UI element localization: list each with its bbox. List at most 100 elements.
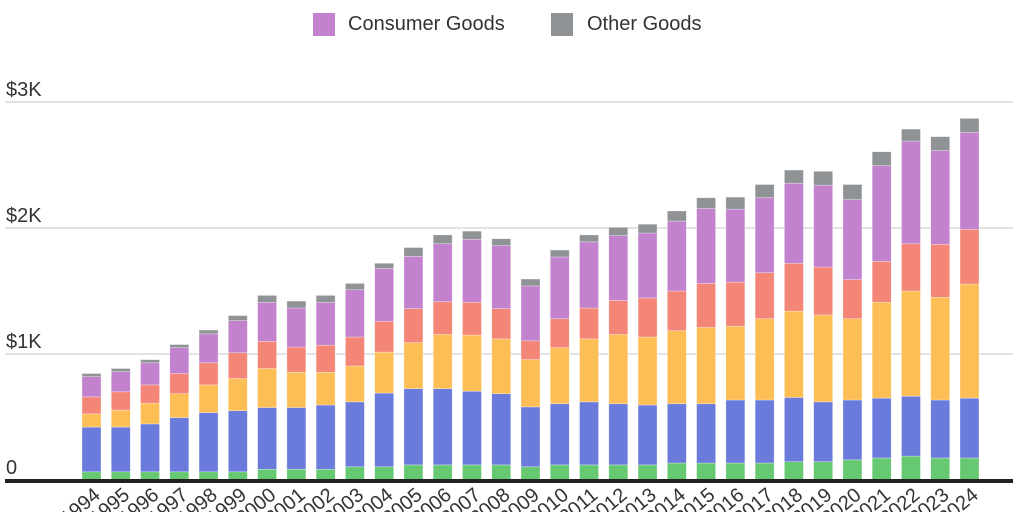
bar-segment-consumer-goods (169, 347, 190, 374)
bar-segment-series-2 (959, 283, 980, 399)
bar-segment-consumer-goods (286, 307, 307, 348)
bar-segment-other-goods (462, 230, 482, 240)
bar-segment-series-0 (871, 457, 892, 481)
bar-segment-series-2 (784, 310, 804, 398)
bar-segment-consumer-goods (403, 256, 424, 309)
bar-segment-series-1 (549, 403, 570, 466)
bar-segment-series-0 (637, 464, 658, 481)
bar-stack-2009 (520, 278, 541, 481)
bar-segment-series-1 (228, 410, 248, 473)
bar-segment-series-3 (374, 320, 394, 353)
bar-segment-series-3 (959, 228, 980, 285)
bar-segment-series-1 (462, 390, 482, 466)
bar-segment-other-goods (286, 300, 307, 309)
bar-segment-consumer-goods (81, 376, 102, 398)
bar-segment-consumer-goods (667, 220, 687, 292)
bar-segment-series-3 (315, 344, 336, 373)
y-tick-label: $3K (6, 79, 42, 101)
bar-segment-series-0 (432, 464, 453, 481)
legend-label-consumer-goods: Consumer Goods (348, 13, 505, 35)
bar-segment-series-0 (140, 471, 160, 481)
y-tick-label: $1K (6, 331, 42, 353)
bar-segment-series-2 (403, 342, 424, 389)
bar-segment-series-2 (462, 334, 482, 392)
bar-segment-other-goods (432, 234, 453, 245)
bar-segment-series-0 (696, 462, 716, 481)
bar-segment-other-goods (842, 184, 863, 200)
bar-segment-series-0 (784, 461, 804, 481)
bar-stack-2020 (842, 184, 863, 481)
bar-stack-1998 (198, 329, 219, 481)
bar-segment-series-1 (637, 404, 658, 466)
bar-segment-other-goods (520, 278, 541, 287)
bar-segment-series-2 (374, 351, 394, 394)
bar-stack-1996 (140, 359, 160, 481)
y-tick-label: 0 (6, 457, 17, 479)
bar-segment-series-0 (286, 468, 307, 481)
bar-segment-series-0 (608, 464, 629, 481)
bar-segment-other-goods (871, 151, 892, 166)
bar-segment-series-1 (842, 399, 863, 461)
bar-segment-series-3 (579, 307, 599, 340)
bar-segment-series-0 (198, 471, 219, 481)
bar-segment-consumer-goods (696, 208, 716, 284)
bar-stack-2013 (637, 223, 658, 481)
bar-segment-series-3 (901, 243, 921, 292)
bar-segment-series-3 (110, 391, 131, 411)
bar-segment-series-0 (228, 471, 248, 481)
bar-segment-other-goods (81, 373, 102, 377)
bar-segment-series-2 (286, 371, 307, 408)
bar-segment-series-3 (462, 302, 482, 336)
bar-segment-series-0 (930, 457, 951, 481)
bar-segment-series-3 (257, 341, 277, 369)
bar-stack-2019 (813, 171, 833, 481)
bar-stack-1997 (169, 344, 190, 481)
bar-stack-2011 (579, 234, 599, 481)
bar-segment-consumer-goods (140, 362, 160, 386)
bar-segment-consumer-goods (608, 235, 629, 301)
bar-segment-consumer-goods (871, 165, 892, 262)
bar-segment-other-goods (579, 234, 599, 243)
bar-segment-consumer-goods (374, 268, 394, 322)
bar-segment-consumer-goods (520, 285, 541, 342)
bar-segment-series-3 (754, 272, 775, 320)
bar-segment-other-goods (257, 295, 277, 303)
bar-segment-other-goods (198, 329, 219, 335)
bar-stack-2017 (754, 184, 775, 481)
bar-segment-series-1 (579, 401, 599, 466)
bar-segment-consumer-goods (901, 140, 921, 245)
y-axis-ticks: 0 $1K $2K $3K (6, 79, 42, 479)
bar-segment-series-3 (520, 340, 541, 360)
bar-segment-series-1 (286, 407, 307, 470)
bar-segment-series-3 (140, 384, 160, 404)
bar-segment-other-goods (169, 344, 190, 348)
bar-stack-2008 (491, 238, 512, 481)
bar-stack-2012 (608, 227, 629, 481)
bar-segment-series-0 (110, 471, 131, 481)
bar-stack-2000 (257, 295, 277, 481)
bar-segment-series-3 (432, 301, 453, 335)
bar-segment-series-3 (813, 266, 833, 316)
bar-segment-consumer-goods (228, 320, 248, 354)
bar-stack-2006 (432, 234, 453, 481)
bar-segment-series-2 (754, 318, 775, 401)
bar-segment-series-2 (228, 378, 248, 412)
bar-segment-series-0 (842, 459, 863, 481)
bar-segment-series-1 (959, 397, 980, 459)
bar-segment-series-0 (549, 464, 570, 481)
bar-segment-series-1 (725, 399, 746, 464)
bar-stack-2004 (374, 262, 394, 481)
bar-segment-consumer-goods (345, 289, 365, 338)
bar-segment-series-2 (871, 302, 892, 399)
legend-label-other-goods: Other Goods (587, 13, 702, 35)
bar-segment-consumer-goods (725, 208, 746, 283)
bar-segment-series-1 (374, 392, 394, 468)
bar-stack-2021 (871, 151, 892, 481)
bar-segment-consumer-goods (579, 241, 599, 309)
bar-stack-2022 (901, 128, 921, 481)
bar-segment-series-1 (491, 393, 512, 466)
bar-segment-series-1 (901, 395, 921, 457)
bar-segment-series-3 (169, 373, 190, 394)
bar-segment-other-goods (784, 169, 804, 184)
bar-segment-other-goods (754, 184, 775, 199)
